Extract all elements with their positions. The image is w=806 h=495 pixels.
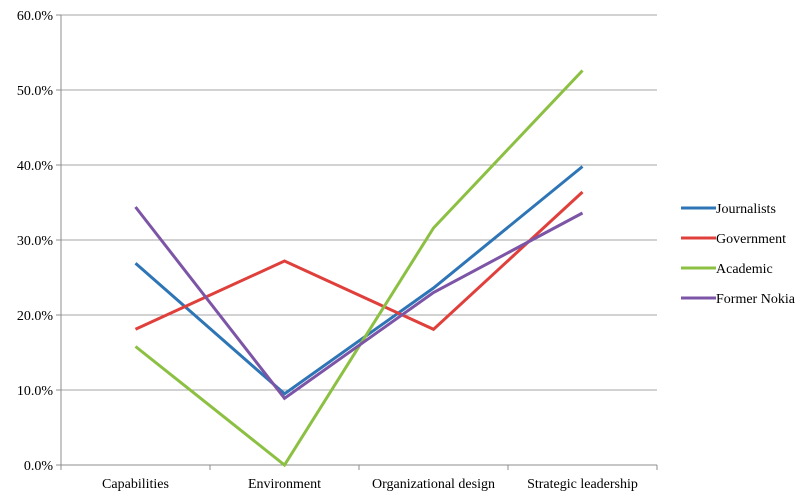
gridlines [61,14,657,391]
axes [56,14,658,470]
legend-label: Government [716,232,786,247]
series-line-journalists [134,165,584,396]
series-line-former-nokia [134,206,584,401]
x-tick-label: Organizational design [372,477,495,492]
series-line-government [134,190,584,332]
y-tick-label: 40.0% [17,159,54,174]
y-tick-label: 50.0% [17,84,54,99]
y-tick-label: 20.0% [17,309,54,324]
legend-label: Academic [716,262,773,277]
x-tick-label: Environment [248,477,321,492]
x-tick-label: Capabilities [102,477,169,492]
y-tick-label: 0.0% [24,459,54,474]
y-tick-label: 60.0% [17,9,54,24]
y-tick-label: 10.0% [17,384,54,399]
legend-label: Journalists [716,202,776,217]
legend-label: Former Nokia [716,292,796,307]
series-lines [134,69,584,468]
x-axis-tick-labels: Capabilities Environment Organizational de… [102,477,638,492]
y-axis-tick-labels: 0.0% 10.0% 20.0% 30.0% 40.0% 50.0% 60.0% [17,9,54,474]
series-line-academic [134,69,584,468]
y-tick-label: 30.0% [17,234,54,249]
legend: Journalists Government Academic Former Noki… [681,202,796,307]
x-tick-label: Strategic leadership [527,477,638,492]
